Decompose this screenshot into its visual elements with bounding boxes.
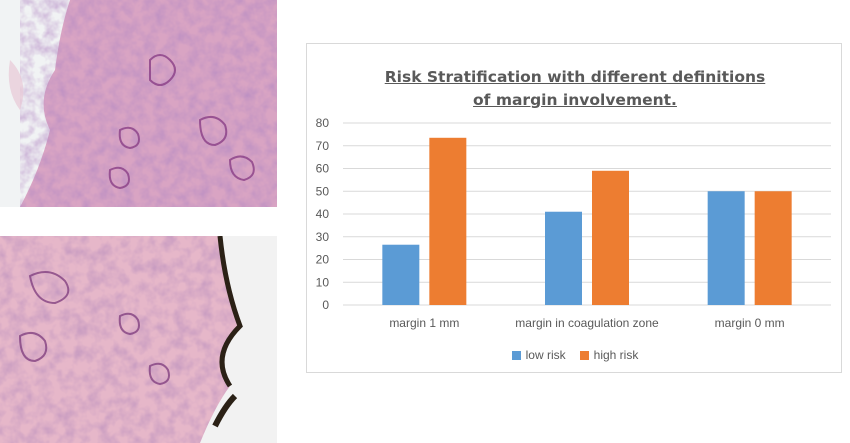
legend-label: high risk [593, 348, 639, 362]
bar-high-risk-0 [429, 137, 467, 305]
x-tick-label: margin 1 mm [389, 316, 459, 330]
x-tick-label: margin in coagulation zone [515, 316, 659, 330]
y-tick-label: 80 [316, 116, 330, 130]
bar-low-risk-2 [707, 191, 745, 305]
chart-title: Risk Stratification with different defin… [384, 68, 766, 109]
histology-image-bottom [0, 236, 277, 443]
x-tick-label: margin 0 mm [715, 316, 785, 330]
y-tick-label: 70 [316, 139, 330, 153]
y-tick-label: 50 [316, 184, 330, 198]
legend-item-low-risk: low risk [511, 348, 566, 362]
bar-low-risk-1 [545, 211, 582, 305]
legend-swatch [511, 350, 521, 360]
chart-legend: low risk high risk [307, 348, 843, 362]
y-tick-label: 60 [316, 162, 330, 176]
histology-image-top [0, 0, 277, 207]
bar-high-risk-2 [754, 191, 792, 305]
chart-panel: Risk Stratification with different defin… [306, 43, 842, 373]
y-tick-label: 10 [316, 275, 330, 289]
legend-item-high-risk: high risk [579, 348, 639, 362]
y-tick-label: 20 [316, 253, 330, 267]
bar-chart-plot: 0 10 20 30 40 50 60 70 80 margin 1 mm margin in co… [316, 116, 831, 330]
legend-swatch [579, 350, 589, 360]
legend-label: low risk [525, 348, 566, 362]
y-tick-label: 0 [322, 298, 329, 312]
bar-high-risk-1 [592, 170, 629, 305]
y-tick-label: 30 [316, 230, 330, 244]
bar-low-risk-0 [382, 244, 420, 305]
y-tick-label: 40 [316, 207, 330, 221]
